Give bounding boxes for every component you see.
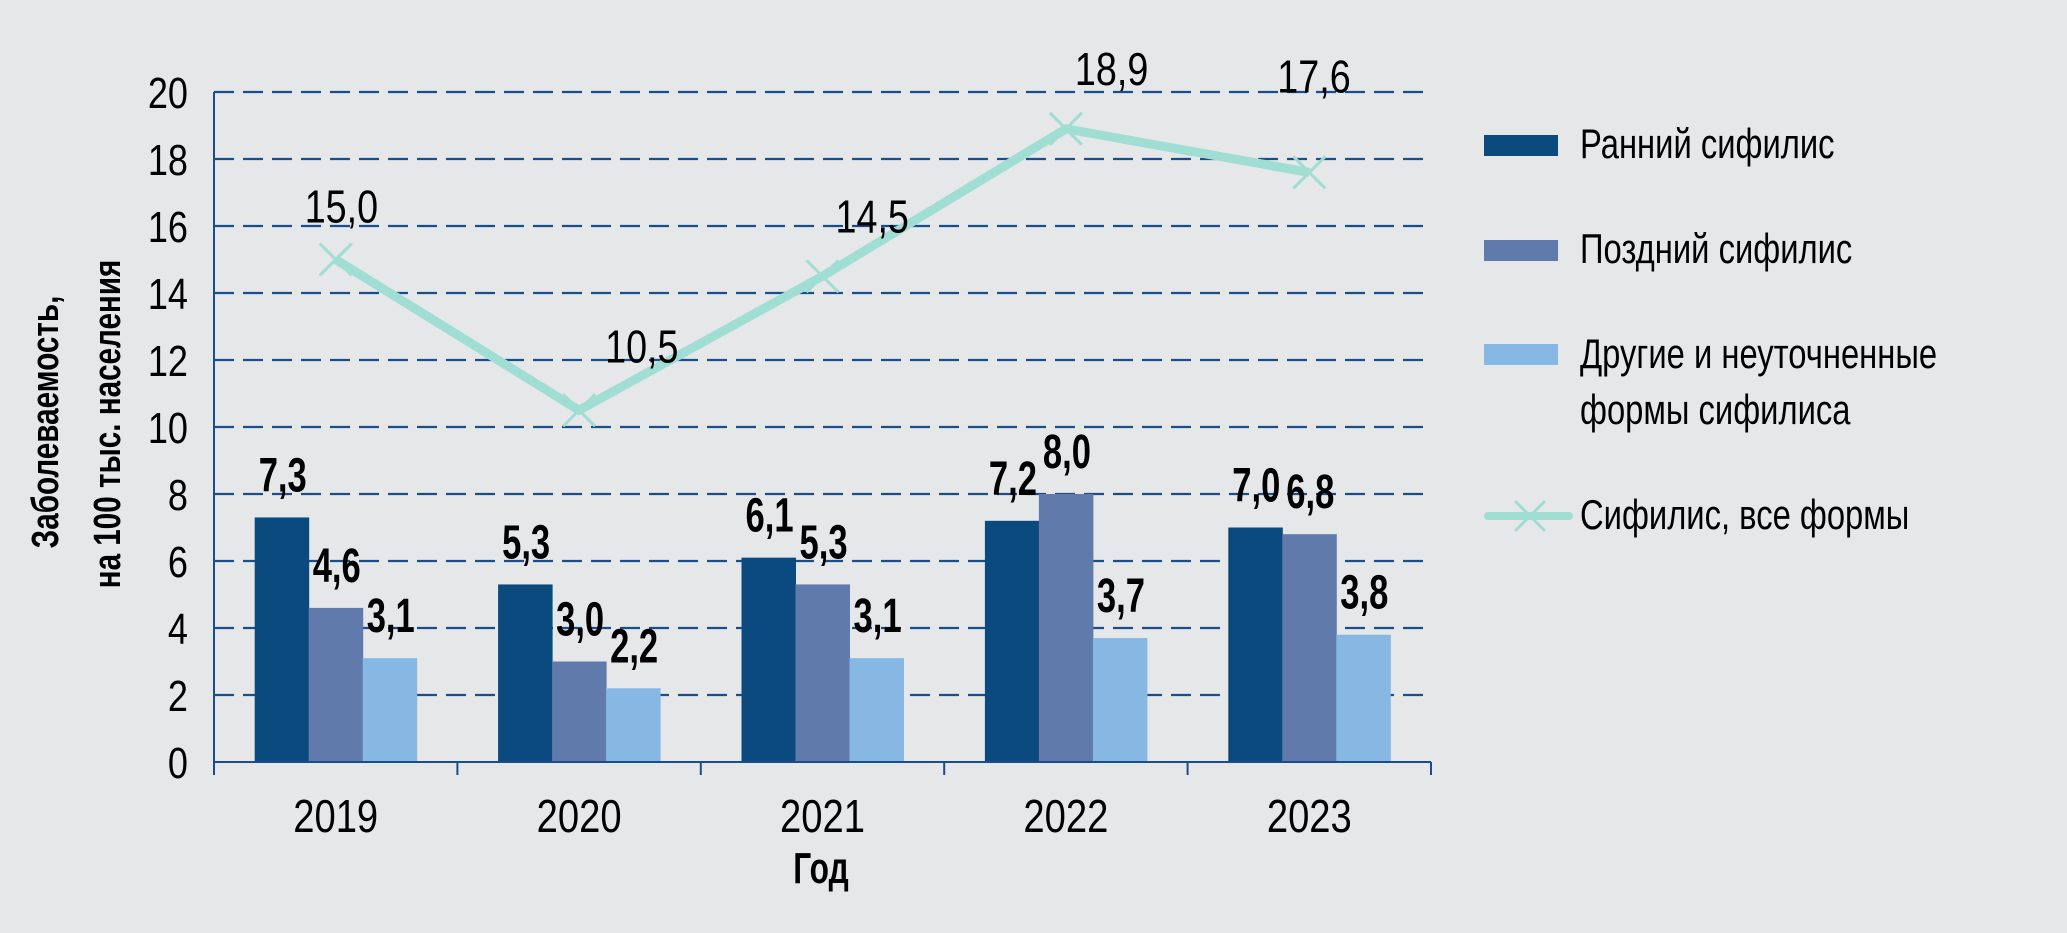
legend: Ранний сифилис Поздний сифилис Другие и … xyxy=(1484,120,1937,538)
bar-2019-series-1 xyxy=(254,517,310,762)
y-tick-label: 2 xyxy=(168,672,188,721)
y-tick-label: 4 xyxy=(168,605,188,654)
legend-label-other-line-1: Другие и неуточненные xyxy=(1580,330,1937,377)
line-data-label: 15,0 xyxy=(305,181,378,232)
bar-data-label: 2,2 xyxy=(610,619,658,673)
line-data-label: 17,6 xyxy=(1277,51,1350,102)
legend-label-all: Сифилис, все формы xyxy=(1580,491,1909,538)
line-data-label: 18,9 xyxy=(1075,43,1148,94)
x-marker-icon xyxy=(1513,499,1547,533)
line-marker-2019 xyxy=(318,242,353,277)
bar-data-label: 7,0 xyxy=(1232,458,1280,512)
line-marker-2021 xyxy=(805,259,840,294)
x-tick-label: 2023 xyxy=(1267,791,1352,842)
bar-data-label: 3,1 xyxy=(367,589,415,643)
bar-data-label: 3,7 xyxy=(1097,568,1145,622)
line-marker-2022 xyxy=(1048,111,1083,146)
y-tick-label: 6 xyxy=(168,538,188,587)
x-tick-label: 2022 xyxy=(1023,791,1108,842)
y-tick-label: 16 xyxy=(148,203,188,252)
bar-2021-series-1 xyxy=(741,557,796,762)
bar-2020-series-3 xyxy=(606,688,661,762)
x-tick-label: 2021 xyxy=(780,791,865,842)
x-axis-title: Год xyxy=(793,844,848,893)
legend-label-early: Ранний сифилис xyxy=(1580,120,1835,167)
bar-2022-series-2 xyxy=(1038,494,1094,762)
axes xyxy=(213,92,1432,775)
bar-2023-series-2 xyxy=(1282,534,1337,762)
bar-data-label: 3,8 xyxy=(1340,565,1388,619)
y-axis-title-line-2: на 100 тыс. населения xyxy=(87,260,129,589)
bar-2022-series-3 xyxy=(1092,638,1148,762)
line-data-labels: 15,0 10,5 14,5 18,9 17,6 xyxy=(305,43,1351,372)
x-tick-label: 2020 xyxy=(537,791,622,842)
y-tick-label: 14 xyxy=(148,270,188,319)
y-tick-label: 18 xyxy=(148,136,188,185)
bar-2019-series-3 xyxy=(362,658,418,762)
legend-item-other-syphilis[interactable]: Другие и неуточненные формы сифилиса xyxy=(1484,330,1937,433)
bar-data-label: 6,1 xyxy=(746,488,794,542)
legend-swatch-early xyxy=(1484,135,1558,156)
legend-item-all-syphilis[interactable]: Сифилис, все формы xyxy=(1484,491,1909,538)
legend-label-other-line-2: формы сифилиса xyxy=(1580,386,1851,433)
bar-2023-series-1 xyxy=(1228,527,1283,762)
bar-2021-series-3 xyxy=(849,658,904,762)
y-tick-label: 8 xyxy=(168,471,188,520)
legend-item-early-syphilis[interactable]: Ранний сифилис xyxy=(1484,120,1835,167)
bar-data-label: 6,8 xyxy=(1286,465,1334,519)
y-tick-label: 20 xyxy=(148,69,188,118)
line-marker-2023 xyxy=(1292,155,1327,190)
bar-data-labels: 7,35,3 6,17,2 7,04,63,05,38,06,83,12,23,1 3… xyxy=(259,424,1389,672)
bar-data-label: 8,0 xyxy=(1043,424,1091,478)
bar-2023-series-3 xyxy=(1336,634,1391,762)
y-tick-label: 12 xyxy=(148,337,188,386)
y-tick-label: 10 xyxy=(148,404,188,453)
line-marker-2020 xyxy=(562,393,597,428)
bar-data-label: 4,6 xyxy=(313,538,361,592)
bar-2021-series-2 xyxy=(795,584,850,762)
bar-data-label: 7,2 xyxy=(989,451,1037,505)
bar-2020-series-1 xyxy=(498,584,553,762)
bars xyxy=(254,494,1391,762)
line-all-forms xyxy=(333,124,1311,416)
bar-data-label: 7,3 xyxy=(259,448,307,502)
y-axis-ticks: 0 2 4 6 8 10 12 14 16 18 20 xyxy=(148,69,188,788)
bar-2020-series-2 xyxy=(552,661,607,762)
legend-swatch-late xyxy=(1484,240,1558,261)
bar-data-label: 3,1 xyxy=(854,589,902,643)
y-axis-title-line-1: Заболеваемость, xyxy=(25,296,67,549)
bar-data-label: 5,3 xyxy=(800,515,848,569)
bar-data-label: 5,3 xyxy=(502,515,550,569)
line-data-label: 10,5 xyxy=(605,321,678,372)
legend-swatch-other xyxy=(1484,344,1558,365)
bar-2022-series-1 xyxy=(984,520,1040,762)
bar-data-label: 3,0 xyxy=(556,592,604,646)
legend-item-late-syphilis[interactable]: Поздний сифилис xyxy=(1484,225,1852,272)
line-data-label: 14,5 xyxy=(836,191,909,242)
x-axis-ticks: 2019 2020 2021 2022 2023 xyxy=(293,791,1352,842)
line-series xyxy=(318,111,1327,428)
y-axis-title: Заболеваемость, на 100 тыс. населения xyxy=(25,260,129,589)
legend-label-late: Поздний сифилис xyxy=(1580,225,1852,272)
x-tick-label: 2019 xyxy=(293,791,378,842)
bar-2019-series-2 xyxy=(308,607,364,762)
y-tick-label: 0 xyxy=(168,739,188,788)
